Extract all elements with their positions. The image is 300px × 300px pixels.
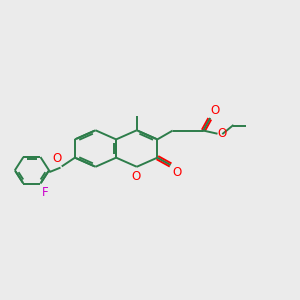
Text: O: O xyxy=(217,127,226,140)
Text: O: O xyxy=(172,167,181,179)
Text: O: O xyxy=(131,170,140,183)
Text: O: O xyxy=(210,104,220,117)
Text: O: O xyxy=(53,152,62,165)
Text: F: F xyxy=(42,186,49,199)
